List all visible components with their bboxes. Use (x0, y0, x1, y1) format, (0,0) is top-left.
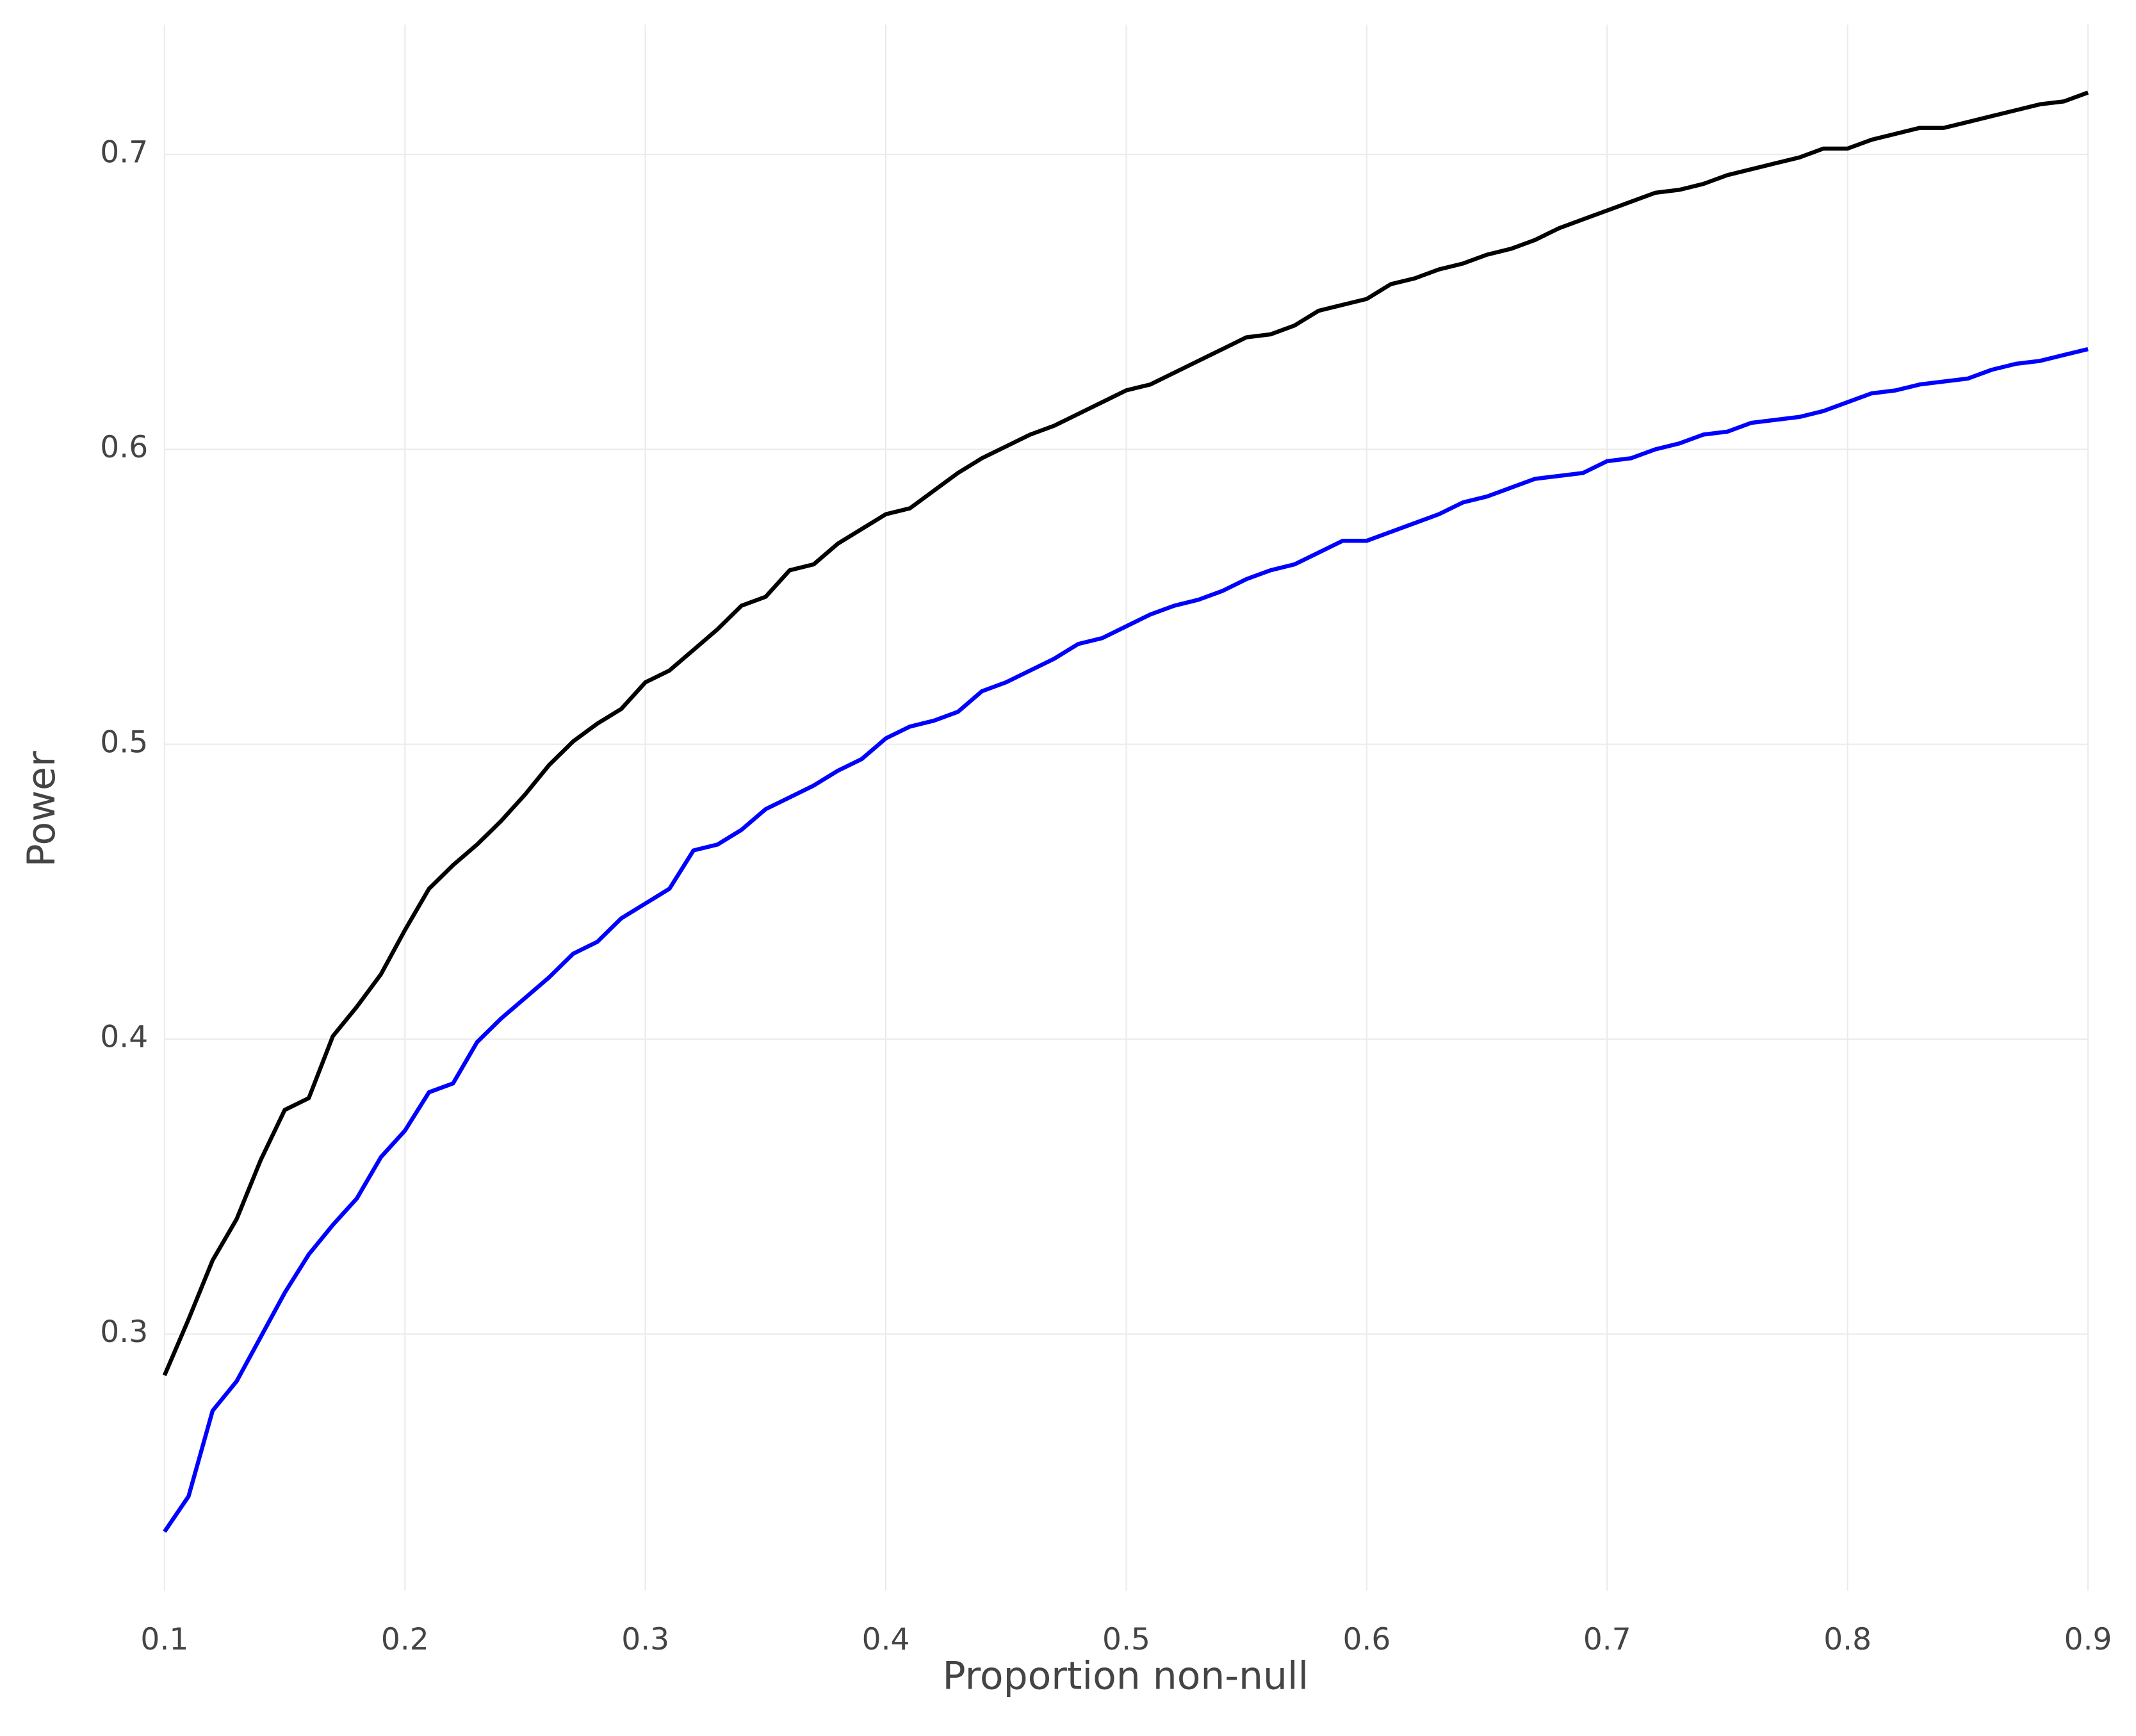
x-tick-label: 0.9 (2064, 1622, 2112, 1657)
x-tick-label: 0.6 (1342, 1622, 1390, 1657)
x-tick-label: 0.8 (1823, 1622, 1871, 1657)
y-tick-label: 0.5 (100, 725, 148, 760)
y-tick-label: 0.7 (100, 135, 148, 170)
y-tick-label: 0.4 (100, 1020, 148, 1055)
data-line (162, 90, 2089, 1377)
x-tick-label: 0.4 (862, 1622, 910, 1657)
data-line (163, 347, 2089, 1533)
x-tick-label: 0.1 (140, 1622, 188, 1657)
y-tick-label: 0.3 (100, 1314, 148, 1350)
y-axis-title: Power (19, 751, 64, 867)
x-tick-label: 0.2 (381, 1622, 429, 1657)
x-tick-label: 0.7 (1583, 1622, 1631, 1657)
x-axis-title: Proportion non-null (943, 1654, 1309, 1699)
x-tick-label: 0.5 (1102, 1622, 1150, 1657)
x-tick-label: 0.3 (621, 1622, 669, 1657)
y-tick-label: 0.6 (100, 430, 148, 465)
